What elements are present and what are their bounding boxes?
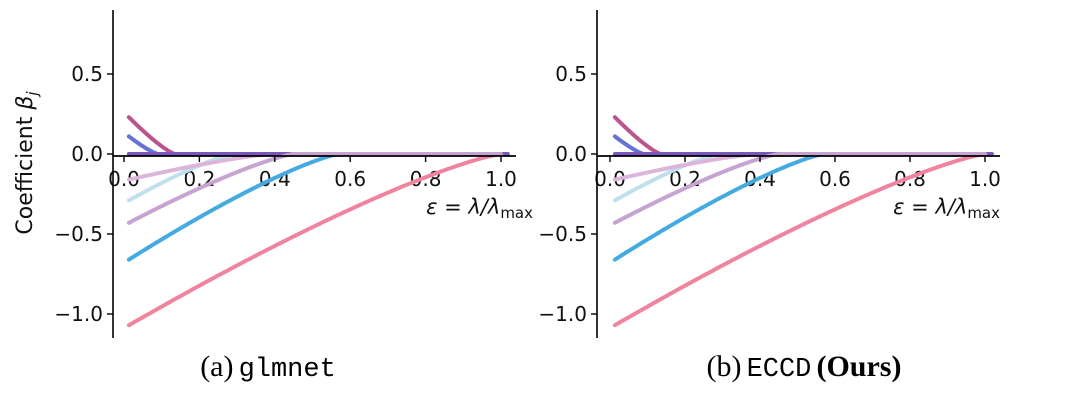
caption-suffix-ours: (Ours)	[816, 350, 902, 383]
glmnet-coefficient-path-chart: 0.0 0.2 0.4 0.6 0.8 1.00.50.0−0.5−1.0ε = λ/λm…	[54, 10, 533, 338]
eccd-coefficient-path-chart: 0.0 0.2 0.4 0.6 0.8 1.00.50.0−0.5−1.0ε = λ/λm…	[538, 10, 1001, 338]
caption-code-glmnet: glmnet	[238, 355, 336, 385]
y-tick-label: 0.0	[555, 142, 587, 166]
y-axis-title: Coefficient βj	[13, 0, 41, 328]
curve-beta-pale-cyan	[612, 152, 987, 203]
y-tick-label: 0.5	[555, 62, 587, 86]
y-tick-label: 0.5	[71, 62, 103, 86]
curve-beta-periwinkle	[126, 134, 503, 156]
curve-beta-pale-cyan	[126, 152, 503, 203]
y-tick-label: −0.5	[538, 222, 587, 246]
curve-beta-raspberry	[612, 115, 987, 156]
curve-beta-periwinkle	[612, 134, 987, 156]
y-axis-title-text: Coefficient	[13, 109, 38, 235]
x-tick-label: 0.6	[334, 167, 366, 191]
y-tick-label: −1.0	[54, 302, 103, 326]
x-tick-label: 0.6	[819, 167, 851, 191]
beta-subscript: j	[23, 91, 42, 96]
caption-eccd: (b) ECCD (Ours)	[536, 350, 1072, 385]
caption-glmnet: (a) glmnet	[0, 350, 536, 385]
curve-beta-pink	[612, 152, 994, 328]
curve-beta-sky-blue	[126, 152, 503, 262]
panel-glmnet: 0.0 0.2 0.4 0.6 0.8 1.0 0.5 0.0 −0.5 −1.0 ε = λ/λm…	[0, 0, 536, 385]
x-tick-label: 1.0	[485, 167, 517, 191]
curve-beta-sky-blue	[612, 152, 987, 262]
y-tick-label: −0.5	[54, 222, 103, 246]
caption-code-eccd: ECCD	[746, 355, 812, 385]
caption-index-a: (a)	[200, 350, 234, 383]
curve-beta-lavender	[612, 152, 987, 225]
y-tick-label: −1.0	[538, 302, 587, 326]
panel-eccd: 0.0 0.2 0.4 0.6 0.8 1.0 0.5 0.0 −0.5 −1.0 ε = λ/λm…	[536, 0, 1072, 410]
curve-beta-lavender	[126, 152, 503, 225]
curve-beta-pink	[126, 152, 503, 328]
curve-beta-raspberry	[126, 115, 503, 156]
x-axis-label: ε = λ/λmax	[426, 195, 533, 222]
x-axis-label: ε = λ/λmax	[893, 195, 1000, 222]
beta-symbol: β	[13, 95, 38, 110]
caption-index-b: (b)	[706, 350, 742, 383]
x-tick-label: 1.0	[969, 167, 1001, 191]
y-tick-label: 0.0	[71, 142, 103, 166]
